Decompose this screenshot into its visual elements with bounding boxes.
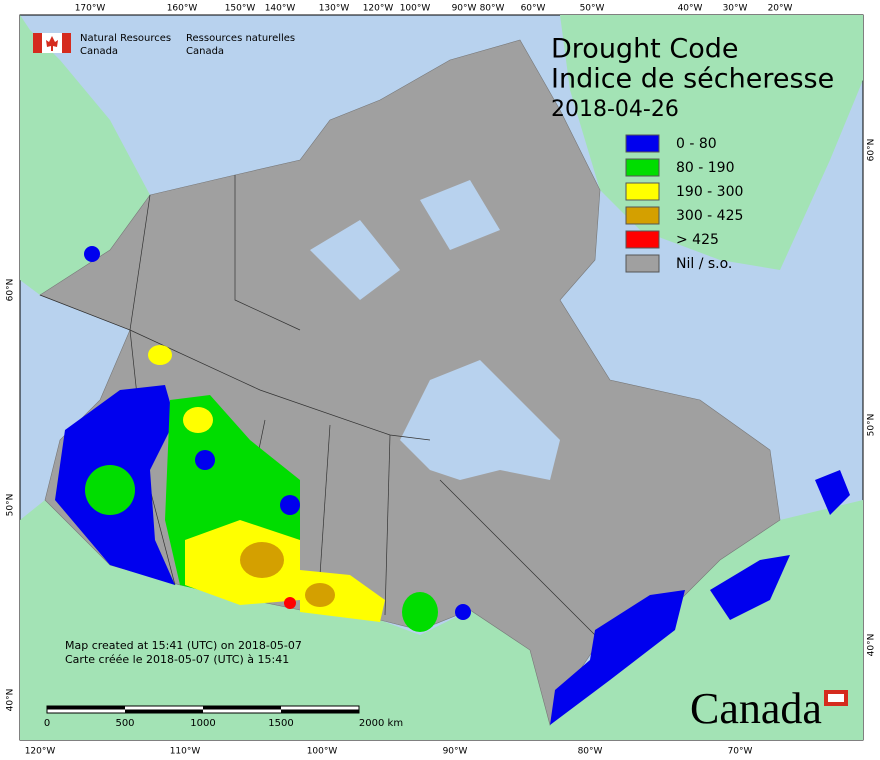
area-low <box>815 470 850 515</box>
legend: 0 - 80 80 - 190 190 - 300 300 - 425 > 425 Nil… <box>625 134 743 273</box>
title-block: Drought Code Indice de sécheresse 2018-0… <box>551 34 834 123</box>
lon-label: 110°W <box>170 747 201 757</box>
lat-label: 60°N <box>6 279 16 302</box>
legend-label: 0 - 80 <box>676 136 717 152</box>
scale-seg <box>281 709 359 713</box>
drought-areas <box>55 246 850 725</box>
lon-label: 120°W <box>363 4 394 14</box>
scale-label: 0 <box>44 718 50 729</box>
lon-label: 170°W <box>75 4 106 14</box>
legend-swatch <box>625 206 660 225</box>
lon-label: 40°W <box>678 4 703 14</box>
lon-label: 120°W <box>25 747 56 757</box>
scale-seg <box>203 706 281 710</box>
lon-label: 100°W <box>400 4 431 14</box>
legend-label: 300 - 425 <box>676 208 743 224</box>
scale-label: 500 <box>115 718 134 729</box>
lon-label: 80°W <box>480 4 505 14</box>
lat-label: 50°N <box>6 494 16 517</box>
scale-seg <box>125 709 203 713</box>
legend-label: 190 - 300 <box>676 184 743 200</box>
footer-line: Carte créée le 2018-05-07 (UTC) à 15:41 <box>65 653 289 666</box>
border <box>234 175 301 331</box>
area-yellow <box>148 345 172 365</box>
area-low <box>84 246 100 262</box>
wordmark-flag <box>824 690 848 706</box>
legend-swatch <box>625 230 660 249</box>
border <box>439 479 601 641</box>
legend-swatch <box>625 158 660 177</box>
legend-swatch <box>625 182 660 201</box>
title: Drought Code <box>551 34 738 65</box>
legend-label: Nil / s.o. <box>676 256 732 272</box>
lon-label: 20°W <box>768 4 793 14</box>
lon-label: 90°W <box>443 747 468 757</box>
border <box>384 434 391 616</box>
agency-en: Natural Resources <box>80 33 171 44</box>
area-low <box>710 555 790 620</box>
area-orange <box>240 542 284 578</box>
hudson-bay <box>400 360 560 480</box>
wordmark-text: Canada <box>690 684 822 733</box>
area-low <box>280 495 300 515</box>
lon-label: 130°W <box>319 4 350 14</box>
lon-label: 90°W <box>452 4 477 14</box>
lat-label: 40°N <box>6 689 16 712</box>
footer: Map created at 15:41 (UTC) on 2018-05-07… <box>65 639 302 666</box>
lon-label: 50°W <box>580 4 605 14</box>
arctic-channels <box>310 180 500 300</box>
agency-fr: Ressources naturelles <box>186 33 295 44</box>
title: Indice de sécheresse <box>551 64 834 95</box>
maple-leaf <box>46 36 58 51</box>
scale-label: 1500 <box>268 718 293 729</box>
date: 2018-04-26 <box>551 97 679 122</box>
border <box>39 294 431 441</box>
area-orange <box>305 583 335 607</box>
header: Natural Resources Canada Ressources natu… <box>80 33 295 57</box>
area-yellow <box>183 407 213 433</box>
legend-swatch <box>625 134 660 153</box>
flag-bar <box>33 33 42 53</box>
lon-label: 160°W <box>167 4 198 14</box>
area-yellow <box>300 570 385 622</box>
area-low <box>550 590 685 725</box>
lon-label: 150°W <box>225 4 256 14</box>
united-states <box>20 500 863 740</box>
lon-label: 140°W <box>265 4 296 14</box>
agency-fr: Canada <box>186 46 224 57</box>
greenland <box>560 15 863 270</box>
area-green <box>402 592 438 632</box>
agency-en: Canada <box>80 46 118 57</box>
area-low <box>455 604 471 620</box>
flag-bar <box>62 33 71 53</box>
lon-label: 100°W <box>307 747 338 757</box>
flag-logo <box>33 33 71 53</box>
legend-label: > 425 <box>676 232 719 248</box>
lon-label: 70°W <box>728 747 753 757</box>
lon-label: 60°W <box>521 4 546 14</box>
graticule-labels: 170°W 160°W 150°W 140°W 130°W 120°W 100°W 90°W 8… <box>6 4 877 757</box>
scale-label: 2000 km <box>359 718 403 729</box>
footer-line: Map created at 15:41 (UTC) on 2018-05-07 <box>65 639 302 652</box>
lon-label: 80°W <box>578 747 603 757</box>
lon-label: 30°W <box>723 4 748 14</box>
lat-label: 60°N <box>867 139 877 162</box>
area-green <box>85 465 135 515</box>
alaska <box>20 15 150 295</box>
lat-label: 50°N <box>867 414 877 437</box>
area-red <box>284 597 296 609</box>
scale-label: 1000 <box>190 718 215 729</box>
legend-label: 80 - 190 <box>676 160 735 176</box>
area-low <box>195 450 215 470</box>
legend-swatch <box>625 254 660 273</box>
scale-seg <box>47 706 125 710</box>
scale-bar: 0 500 1000 1500 2000 km <box>44 705 403 729</box>
wordmark: Canada <box>690 684 848 733</box>
lat-label: 40°N <box>867 634 877 657</box>
